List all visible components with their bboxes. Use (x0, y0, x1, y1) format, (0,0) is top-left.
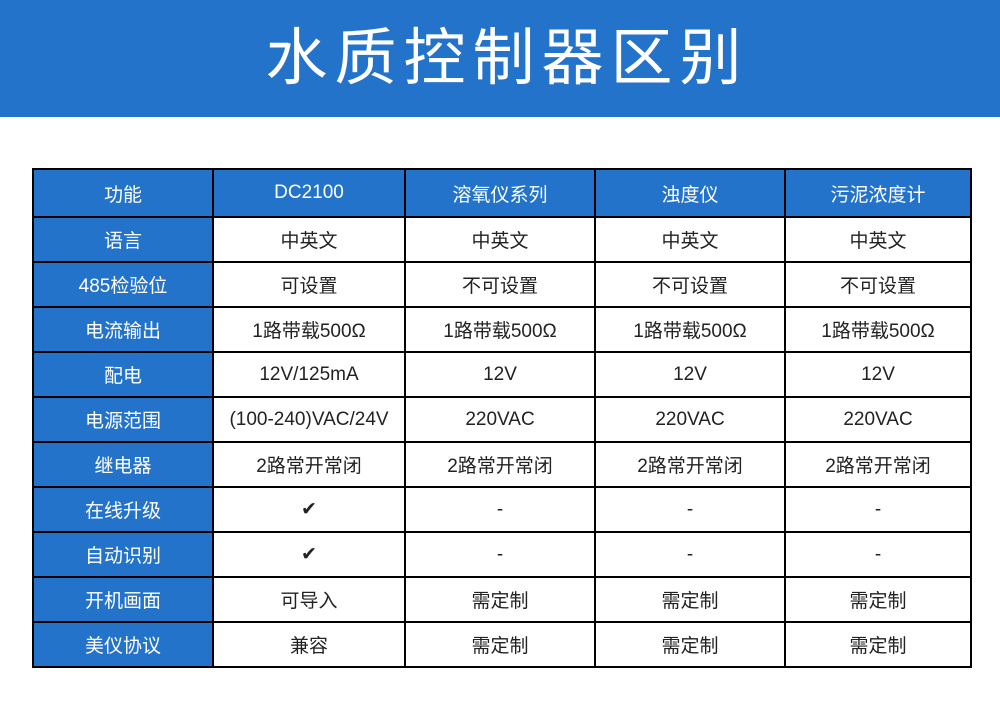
table-row: 继电器 2路常开常闭 2路常开常闭 2路常开常闭 2路常开常闭 (32, 441, 972, 488)
row-label-relay: 继电器 (32, 441, 214, 488)
row-label-current-output: 电流输出 (32, 306, 214, 353)
table-row: 电源范围 (100-240)VAC/24V 220VAC 220VAC 220V… (32, 396, 972, 443)
row-label-boot-screen: 开机画面 (32, 576, 214, 623)
table-row: 语言 中英文 中英文 中英文 中英文 (32, 216, 972, 263)
cell-meiyi-protocol-dissolved-oxygen: 需定制 (404, 621, 596, 668)
table-row: 配电 12V/125mA 12V 12V 12V (32, 351, 972, 398)
cell-power-range-turbidity: 220VAC (594, 396, 786, 443)
cell-485-parity-dissolved-oxygen: 不可设置 (404, 261, 596, 308)
column-header-dissolved-oxygen-series: 溶氧仪系列 (404, 168, 596, 218)
cell-boot-screen-dc2100: 可导入 (212, 576, 406, 623)
cell-language-sludge: 中英文 (784, 216, 972, 263)
cell-current-output-sludge: 1路带载500Ω (784, 306, 972, 353)
cell-boot-screen-dissolved-oxygen: 需定制 (404, 576, 596, 623)
cell-485-parity-sludge: 不可设置 (784, 261, 972, 308)
row-label-meiyi-protocol: 美仪协议 (32, 621, 214, 668)
column-header-feature: 功能 (32, 168, 214, 218)
cell-meiyi-protocol-dc2100: 兼容 (212, 621, 406, 668)
cell-485-parity-turbidity: 不可设置 (594, 261, 786, 308)
cell-online-upgrade-dc2100-check-icon: ✔ (212, 486, 406, 533)
table-row: 开机画面 可导入 需定制 需定制 需定制 (32, 576, 972, 623)
table-row: 485检验位 可设置 不可设置 不可设置 不可设置 (32, 261, 972, 308)
cell-power-range-dc2100: (100-240)VAC/24V (212, 396, 406, 443)
cell-485-parity-dc2100: 可设置 (212, 261, 406, 308)
cell-meiyi-protocol-sludge: 需定制 (784, 621, 972, 668)
cell-boot-screen-turbidity: 需定制 (594, 576, 786, 623)
table-row: 自动识别 ✔ - - - (32, 531, 972, 578)
cell-auto-recognition-turbidity: - (594, 531, 786, 578)
column-header-dc2100: DC2100 (212, 168, 406, 218)
cell-relay-sludge: 2路常开常闭 (784, 441, 972, 488)
cell-power-distribution-dc2100: 12V/125mA (212, 351, 406, 398)
cell-meiyi-protocol-turbidity: 需定制 (594, 621, 786, 668)
cell-boot-screen-sludge: 需定制 (784, 576, 972, 623)
cell-auto-recognition-sludge: - (784, 531, 972, 578)
cell-language-dc2100: 中英文 (212, 216, 406, 263)
cell-online-upgrade-turbidity: - (594, 486, 786, 533)
column-header-sludge-concentration-meter: 污泥浓度计 (784, 168, 972, 218)
row-label-485-parity-bit: 485检验位 (32, 261, 214, 308)
cell-power-distribution-turbidity: 12V (594, 351, 786, 398)
cell-relay-dc2100: 2路常开常闭 (212, 441, 406, 488)
comparison-table-container: 功能 DC2100 溶氧仪系列 浊度仪 污泥浓度计 语言 中英文 中英文 中英文… (0, 117, 1000, 668)
column-header-turbidity-meter: 浊度仪 (594, 168, 786, 218)
cell-current-output-dissolved-oxygen: 1路带载500Ω (404, 306, 596, 353)
cell-online-upgrade-sludge: - (784, 486, 972, 533)
cell-power-distribution-dissolved-oxygen: 12V (404, 351, 596, 398)
cell-language-dissolved-oxygen: 中英文 (404, 216, 596, 263)
cell-relay-dissolved-oxygen: 2路常开常闭 (404, 441, 596, 488)
cell-power-range-sludge: 220VAC (784, 396, 972, 443)
page-title: 水质控制器区别 (265, 23, 749, 93)
cell-current-output-dc2100: 1路带载500Ω (212, 306, 406, 353)
cell-relay-turbidity: 2路常开常闭 (594, 441, 786, 488)
row-label-power-distribution: 配电 (32, 351, 214, 398)
cell-power-distribution-sludge: 12V (784, 351, 972, 398)
table-header-row: 功能 DC2100 溶氧仪系列 浊度仪 污泥浓度计 (32, 168, 972, 218)
cell-power-range-dissolved-oxygen: 220VAC (404, 396, 596, 443)
row-label-power-range: 电源范围 (32, 396, 214, 443)
table-row: 美仪协议 兼容 需定制 需定制 需定制 (32, 621, 972, 668)
cell-language-turbidity: 中英文 (594, 216, 786, 263)
row-label-language: 语言 (32, 216, 214, 263)
row-label-online-upgrade: 在线升级 (32, 486, 214, 533)
cell-online-upgrade-dissolved-oxygen: - (404, 486, 596, 533)
water-quality-controller-comparison-table: 功能 DC2100 溶氧仪系列 浊度仪 污泥浓度计 语言 中英文 中英文 中英文… (32, 168, 972, 668)
table-body: 功能 DC2100 溶氧仪系列 浊度仪 污泥浓度计 语言 中英文 中英文 中英文… (32, 168, 972, 668)
page-banner: 水质控制器区别 (0, 0, 1000, 117)
table-row: 在线升级 ✔ - - - (32, 486, 972, 533)
cell-auto-recognition-dc2100-check-icon: ✔ (212, 531, 406, 578)
table-row: 电流输出 1路带载500Ω 1路带载500Ω 1路带载500Ω 1路带载500Ω (32, 306, 972, 353)
cell-auto-recognition-dissolved-oxygen: - (404, 531, 596, 578)
row-label-auto-recognition: 自动识别 (32, 531, 214, 578)
cell-current-output-turbidity: 1路带载500Ω (594, 306, 786, 353)
